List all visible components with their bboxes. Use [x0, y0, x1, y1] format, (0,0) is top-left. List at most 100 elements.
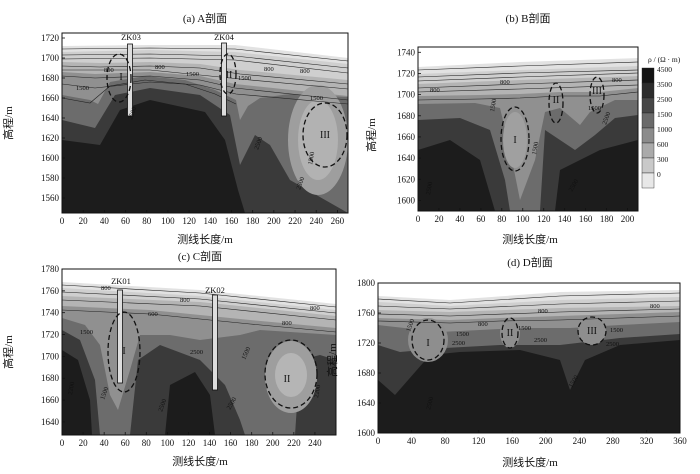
- panel-b-frame: [417, 46, 639, 212]
- borehole-zk04-shaft: [221, 42, 227, 117]
- y-tick-label: 1720: [357, 338, 376, 348]
- contour-label: 600: [148, 311, 158, 318]
- x-tick-label: 120: [182, 438, 196, 448]
- panel-c-anomaly-I: I: [122, 346, 125, 357]
- y-tick-label: 1740: [397, 47, 416, 57]
- y-tick-label: 1640: [41, 113, 60, 123]
- panel-c: (c) C剖面 ZK01: [1, 249, 337, 468]
- contour-label: 800: [500, 79, 510, 86]
- x-tick-label: 40: [100, 438, 110, 448]
- x-tick-label: 160: [224, 438, 238, 448]
- x-tick-label: 120: [472, 436, 486, 446]
- x-tick-label: 140: [203, 438, 217, 448]
- x-tick-label: 60: [476, 214, 486, 224]
- y-tick-label: 1660: [397, 132, 416, 142]
- panel-c-borehole-zk02: ZK02: [205, 285, 225, 391]
- contour-label: 1500: [518, 325, 531, 332]
- contour-label: 2500: [157, 398, 168, 413]
- contour-label: 800: [478, 321, 488, 328]
- contour-label: 1500: [310, 95, 323, 102]
- panel-b-anomaly-III-outline: [589, 76, 605, 114]
- y-tick-label: 1600: [41, 153, 60, 163]
- contour-label: 800: [155, 64, 165, 71]
- legend-swatch: [641, 127, 655, 144]
- legend-value: 1000: [657, 125, 672, 134]
- contour-label: 1500: [186, 71, 199, 78]
- y-tick-label: 1760: [41, 286, 60, 296]
- y-tick-label: 1700: [41, 351, 60, 361]
- panel-a-borehole-zk03: ZK03: [121, 32, 141, 117]
- legend-swatch: [641, 97, 655, 114]
- x-tick-label: 180: [600, 214, 614, 224]
- legend-value: 3500: [657, 80, 672, 89]
- legend-swatch: [641, 142, 655, 159]
- panel-a-xlabel: 测线长度/m: [177, 232, 233, 246]
- panel-a-anomaly-II-outline: [219, 53, 237, 95]
- x-tick-label: 80: [142, 438, 152, 448]
- borehole-zk03-label: ZK03: [121, 32, 141, 42]
- contour-label: 800: [104, 67, 114, 74]
- contour-label: 1500: [307, 151, 316, 165]
- panel-a-ylabel: 高程/m: [1, 106, 15, 140]
- contour-label: 800: [310, 305, 320, 312]
- panel-b-anomaly-I: I: [513, 135, 516, 146]
- y-tick-label: 1640: [41, 417, 60, 427]
- panel-d-anomaly-III: III: [587, 326, 597, 337]
- panel-d-contour-labels: 1500 800 2500 1500 1500 800 2500 1500 25…: [405, 303, 659, 411]
- contour-label: 800: [538, 308, 548, 315]
- panel-d-anomaly-III-outline: [577, 316, 607, 346]
- y-tick-label: 1600: [357, 428, 376, 438]
- panel-c-frame: [61, 268, 337, 436]
- contour-label: 2200: [67, 381, 76, 395]
- panel-a-anomaly-III-outline: [302, 102, 348, 168]
- panel-d-axes: 0 40 80 120 160 200 240 280 320 360 1600 1640 1680 17…: [357, 278, 687, 446]
- x-tick-label: 100: [161, 438, 175, 448]
- x-tick-label: 220: [288, 216, 302, 226]
- y-tick-label: 1660: [41, 93, 60, 103]
- contour-label: 1500: [456, 331, 469, 338]
- x-tick-label: 280: [606, 436, 620, 446]
- x-tick-label: 20: [79, 438, 89, 448]
- panel-c-contour-labels: 800 600 800 1500 2200 2500 800 1500 1500…: [67, 285, 322, 413]
- y-tick-label: 1660: [41, 395, 60, 405]
- panel-d-ylabel: 高程/m: [325, 343, 339, 377]
- panel-c-anomaly-I-outline: [107, 311, 141, 393]
- borehole-zk03-shaft: [127, 43, 133, 117]
- x-tick-label: 120: [537, 214, 551, 224]
- legend-value: 1500: [657, 110, 672, 119]
- panel-a-anomaly-I-outline: [106, 53, 132, 103]
- contour-label: 1500: [238, 75, 251, 82]
- y-tick-label: 1720: [41, 33, 60, 43]
- x-tick-label: 0: [60, 216, 65, 226]
- x-tick-label: 180: [246, 216, 260, 226]
- x-tick-label: 40: [455, 214, 465, 224]
- panel-a-borehole-zk04: ZK04: [214, 32, 235, 117]
- x-tick-label: 140: [558, 214, 572, 224]
- panel-c-borehole-zk01: ZK01: [111, 276, 131, 384]
- panel-b-field: [418, 47, 638, 211]
- contour-label: 1500: [76, 85, 89, 92]
- panel-a-contour-labels: 800 1500 2500 800 1500 800 1500 800 1500…: [76, 64, 323, 191]
- x-tick-label: 200: [267, 216, 281, 226]
- y-tick-label: 1680: [357, 368, 376, 378]
- x-tick-label: 200: [621, 214, 635, 224]
- contour-label: 1500: [405, 318, 416, 333]
- y-tick-label: 1780: [41, 264, 60, 274]
- x-tick-label: 120: [182, 216, 196, 226]
- borehole-zk01-label: ZK01: [111, 276, 131, 286]
- panel-d-xlabel: 测线长度/m: [502, 455, 558, 469]
- panel-a: (a) A剖面 ZK0: [1, 11, 349, 246]
- panel-c-axes: 0 20 40 60 80 100 120 140 160 180 200 220 240 1640 166…: [41, 264, 322, 448]
- y-tick-label: 1700: [397, 90, 416, 100]
- x-tick-label: 240: [308, 438, 322, 448]
- contour-label: 1500: [489, 98, 498, 112]
- panel-d-title: (d) D剖面: [507, 255, 553, 269]
- contour-label: 2500: [606, 341, 619, 348]
- x-tick-label: 40: [407, 436, 417, 446]
- panel-b-axes: 0 20 40 60 80 100 120 140 160 180 200 1600 1620 1640 1…: [397, 47, 635, 224]
- legend-value: 600: [657, 140, 669, 149]
- legend-swatch: [641, 157, 655, 174]
- legend-labels: 4500 3500 2500 1500 1000 600 300 0: [657, 65, 672, 179]
- panel-d-anomaly-II: II: [507, 328, 514, 339]
- legend-value: 2500: [657, 95, 672, 104]
